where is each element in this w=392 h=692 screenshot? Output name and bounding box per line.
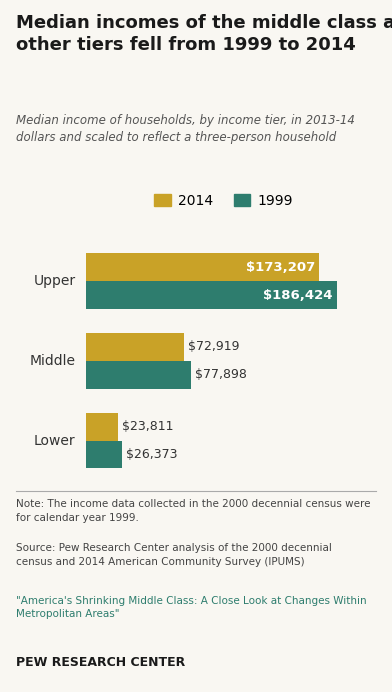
Text: Median incomes of the middle class and
other tiers fell from 1999 to 2014: Median incomes of the middle class and o… — [16, 14, 392, 54]
Text: $77,898: $77,898 — [195, 368, 247, 381]
Legend: 2014, 1999: 2014, 1999 — [149, 188, 298, 213]
Text: "America's Shrinking Middle Class: A Close Look at Changes Within
Metropolitan A: "America's Shrinking Middle Class: A Clo… — [16, 596, 366, 619]
Bar — [86, 281, 337, 309]
Bar — [86, 412, 118, 441]
Text: $186,424: $186,424 — [263, 289, 333, 302]
Text: $23,811: $23,811 — [122, 420, 174, 433]
Text: Lower: Lower — [34, 434, 76, 448]
Bar — [86, 361, 191, 389]
Text: $26,373: $26,373 — [126, 448, 177, 461]
Text: $173,207: $173,207 — [246, 261, 315, 274]
Text: Note: The income data collected in the 2000 decennial census were
for calendar y: Note: The income data collected in the 2… — [16, 500, 370, 522]
Text: Median income of households, by income tier, in 2013-14
dollars and scaled to re: Median income of households, by income t… — [16, 114, 354, 144]
Text: Middle: Middle — [29, 354, 76, 368]
Text: $72,919: $72,919 — [188, 340, 240, 354]
Text: Upper: Upper — [33, 274, 76, 288]
Bar — [86, 441, 122, 468]
Bar — [86, 333, 184, 361]
Text: Source: Pew Research Center analysis of the 2000 decennial
census and 2014 Ameri: Source: Pew Research Center analysis of … — [16, 543, 332, 567]
Text: PEW RESEARCH CENTER: PEW RESEARCH CENTER — [16, 656, 185, 669]
Bar — [86, 253, 319, 281]
